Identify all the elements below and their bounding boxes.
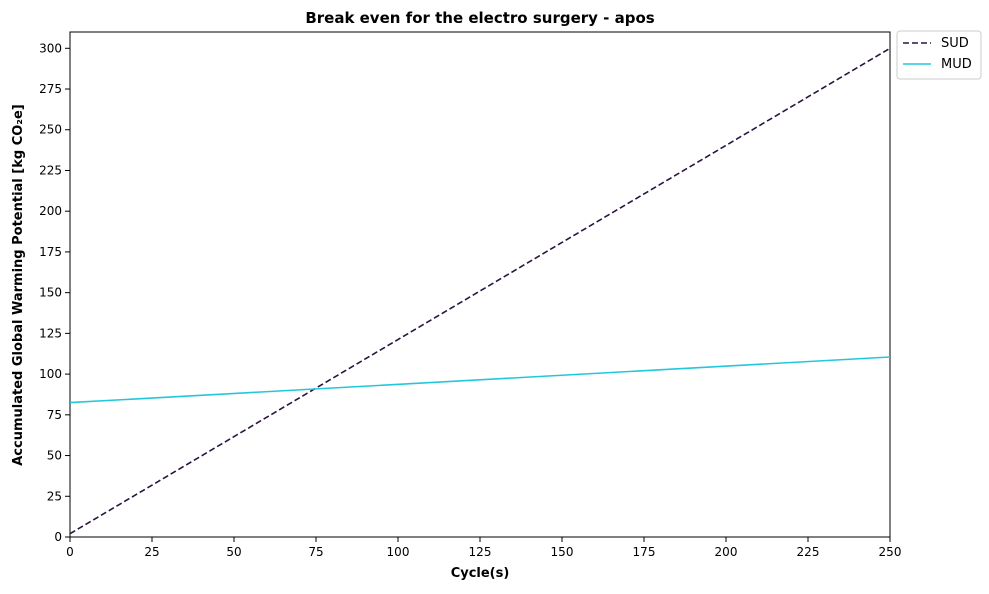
x-tick-label: 150 bbox=[551, 545, 574, 559]
legend-label-sud: SUD bbox=[941, 36, 969, 51]
x-tick-label: 200 bbox=[715, 545, 738, 559]
y-tick-label: 250 bbox=[39, 123, 62, 137]
y-tick-label: 125 bbox=[39, 326, 62, 340]
x-tick-label: 250 bbox=[879, 545, 902, 559]
y-tick-label: 100 bbox=[39, 367, 62, 381]
x-tick-label: 0 bbox=[66, 545, 74, 559]
y-tick-label: 150 bbox=[39, 286, 62, 300]
x-tick-label: 75 bbox=[308, 545, 323, 559]
y-tick-label: 25 bbox=[47, 489, 62, 503]
y-tick-label: 200 bbox=[39, 204, 62, 218]
series-layer bbox=[69, 47, 891, 535]
series-line-mud bbox=[69, 356, 891, 404]
y-tick-label: 275 bbox=[39, 82, 62, 96]
x-tick-label: 125 bbox=[469, 545, 492, 559]
y-tick-label: 75 bbox=[47, 408, 62, 422]
legend: SUD MUD bbox=[896, 30, 982, 80]
series-line-sud bbox=[69, 47, 891, 535]
y-tick-label: 0 bbox=[54, 530, 62, 544]
x-tick-label: 100 bbox=[387, 545, 410, 559]
y-tick-label: 225 bbox=[39, 163, 62, 177]
chart-title: Break even for the electro surgery - apo… bbox=[305, 9, 654, 27]
x-tick-label: 175 bbox=[633, 545, 656, 559]
legend-label-mud: MUD bbox=[941, 57, 972, 72]
y-tick-label: 50 bbox=[47, 449, 62, 463]
x-axis-title: Cycle(s) bbox=[451, 566, 510, 581]
x-tick-label: 25 bbox=[144, 545, 159, 559]
x-tick-label: 50 bbox=[226, 545, 241, 559]
x-axis: 0 25 50 75 100 125 150 175 200 225 250 bbox=[66, 537, 901, 559]
y-tick-label: 175 bbox=[39, 245, 62, 259]
x-tick-label: 225 bbox=[797, 545, 820, 559]
y-tick-label: 300 bbox=[39, 41, 62, 55]
y-axis: 0 25 50 75 100 125 150 175 200 225 250 275 300 bbox=[39, 41, 70, 544]
plot-area bbox=[69, 31, 891, 538]
y-axis-title: Accumulated Global Warming Potential [kg… bbox=[11, 104, 26, 466]
